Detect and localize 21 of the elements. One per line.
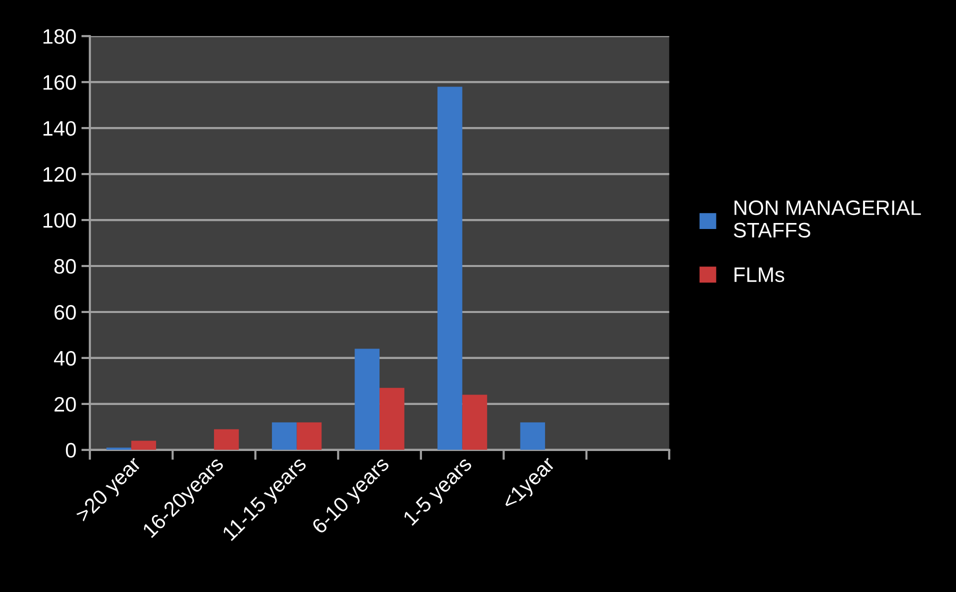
bar	[380, 388, 404, 450]
y-tick-label: 160	[44, 75, 76, 90]
bar	[214, 429, 239, 450]
bar	[131, 440, 156, 450]
y-tick-label: 100	[44, 213, 76, 228]
bar	[462, 394, 488, 450]
bar	[437, 86, 462, 450]
y-tick-label: 20	[54, 396, 76, 412]
y-tick-label: 140	[44, 121, 76, 136]
y-tick-label: 0	[66, 442, 76, 458]
y-tick-label: 60	[54, 304, 76, 320]
bar	[272, 422, 297, 450]
y-tick-label: 120	[44, 167, 76, 182]
legend-label: NON MANAGERIAL STAFFS	[734, 200, 921, 238]
y-tick-label: 40	[54, 350, 76, 366]
legend-label: FLMs	[734, 268, 784, 282]
bar	[296, 422, 322, 450]
y-tick-label: 180	[44, 29, 76, 44]
y-tick-label: 80	[54, 259, 76, 274]
bar	[520, 422, 546, 450]
bar	[354, 348, 380, 450]
